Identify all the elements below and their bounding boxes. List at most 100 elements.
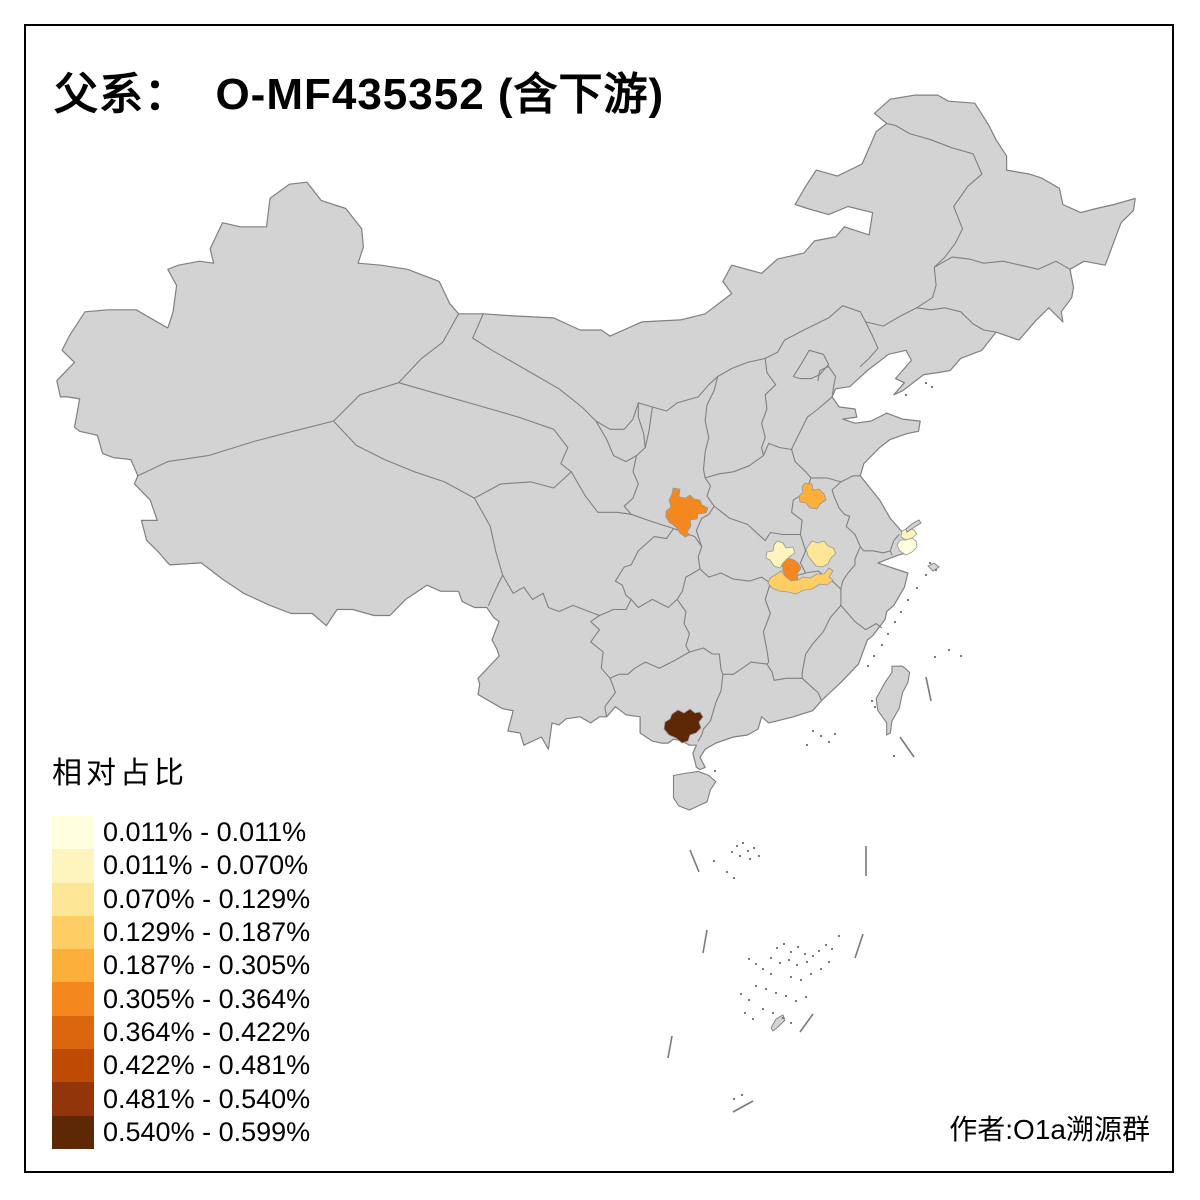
legend-label: 0.305% - 0.364% — [103, 983, 311, 1014]
province-border — [762, 582, 771, 665]
island-speck — [790, 1022, 792, 1024]
region-shanghai — [896, 537, 918, 556]
island-speck — [762, 968, 764, 970]
legend-entries: 0.011% - 0.011% 0.011% - 0.070% 0.070% - 0… — [52, 816, 382, 1149]
island-speck — [805, 996, 807, 998]
legend-entry: 0.422% - 0.481% — [52, 1049, 382, 1083]
legend-entry: 0.070% - 0.129% — [52, 882, 382, 916]
legend-label: 0.070% - 0.129% — [103, 883, 311, 914]
island-speck — [744, 1012, 746, 1014]
island-speck — [804, 953, 806, 955]
island-speck — [790, 951, 792, 953]
island-speck — [753, 847, 755, 849]
province-border — [840, 546, 861, 590]
legend-entry: 0.011% - 0.070% — [52, 849, 382, 883]
province-border — [644, 406, 653, 449]
island-speck — [749, 858, 751, 860]
island-speck — [748, 999, 750, 1001]
legend-label: 0.540% - 0.599% — [103, 1116, 311, 1147]
legend-swatch — [52, 1049, 94, 1083]
province-border — [889, 533, 900, 552]
province-border — [502, 574, 601, 617]
island-speck — [838, 935, 840, 937]
region-henan-central — [798, 482, 827, 510]
province-border — [688, 647, 724, 675]
island-speck — [960, 655, 962, 657]
island-speck — [779, 962, 781, 964]
sea-boundary-dash — [732, 1100, 754, 1113]
legend-swatch — [52, 1115, 94, 1149]
island-speck — [795, 1000, 797, 1002]
island-speck — [739, 855, 741, 857]
province-border — [791, 396, 833, 451]
island-speck — [713, 860, 715, 862]
island-speck — [907, 599, 909, 601]
sea-boundary-dash — [799, 1013, 814, 1033]
china-outline — [56, 94, 1136, 771]
region-guangxi-south — [663, 708, 704, 744]
island-speck — [747, 850, 749, 852]
province-border — [697, 673, 724, 742]
legend-swatch — [52, 1015, 94, 1050]
province-border — [623, 455, 639, 515]
legend-swatch — [52, 816, 94, 850]
island-speck — [770, 973, 772, 975]
province-border — [799, 533, 807, 574]
island-speck — [733, 877, 735, 879]
island-speck — [748, 958, 750, 960]
island-speck — [900, 611, 902, 613]
province-border — [604, 677, 616, 718]
island-speck — [770, 957, 772, 959]
legend-label: 0.187% - 0.305% — [103, 950, 311, 981]
island-speck — [736, 845, 738, 847]
island-speck — [752, 1018, 754, 1020]
island-speck — [828, 741, 830, 743]
legend-entry: 0.129% - 0.187% — [52, 915, 382, 950]
island-speck — [871, 700, 873, 702]
legend-swatch — [52, 915, 94, 950]
island-speck — [874, 706, 876, 708]
island-speck — [935, 569, 937, 571]
legend-entry: 0.481% - 0.540% — [52, 1082, 382, 1116]
legend-swatch — [52, 849, 94, 883]
province-border — [762, 442, 793, 457]
island-speck — [831, 948, 833, 950]
province-border — [933, 256, 1071, 270]
island-speck — [929, 562, 931, 564]
province-border — [590, 614, 611, 679]
province-border — [699, 568, 771, 584]
island-speck — [806, 744, 808, 746]
island-speck — [828, 961, 830, 963]
sea-boundary-dash — [899, 736, 915, 758]
island-speck — [741, 1094, 743, 1096]
island-speck — [755, 985, 757, 987]
island-speck — [776, 947, 778, 949]
island-speck — [893, 755, 895, 757]
sea-boundary-dash — [702, 929, 708, 954]
islet — [927, 562, 940, 572]
island-speck — [887, 633, 889, 635]
province-border — [472, 122, 983, 430]
island-speck — [931, 386, 933, 388]
island-speck — [733, 1098, 735, 1100]
island-speck — [834, 733, 836, 735]
island-speck — [783, 943, 785, 945]
island-speck — [797, 946, 799, 948]
island-speck — [800, 979, 802, 981]
province-border — [761, 357, 777, 457]
island-speck — [820, 735, 822, 737]
island-speck — [772, 1012, 774, 1014]
legend-swatch — [52, 949, 94, 983]
island-speck — [820, 968, 822, 970]
island-speck — [825, 944, 827, 946]
province-border — [614, 527, 701, 609]
island-speck — [782, 1017, 784, 1019]
province-border — [598, 598, 632, 617]
legend-entry: 0.187% - 0.305% — [52, 949, 382, 983]
province-border — [722, 661, 768, 675]
island-speck — [934, 656, 936, 658]
legend-swatch — [52, 982, 94, 1016]
island-speck — [925, 382, 927, 384]
